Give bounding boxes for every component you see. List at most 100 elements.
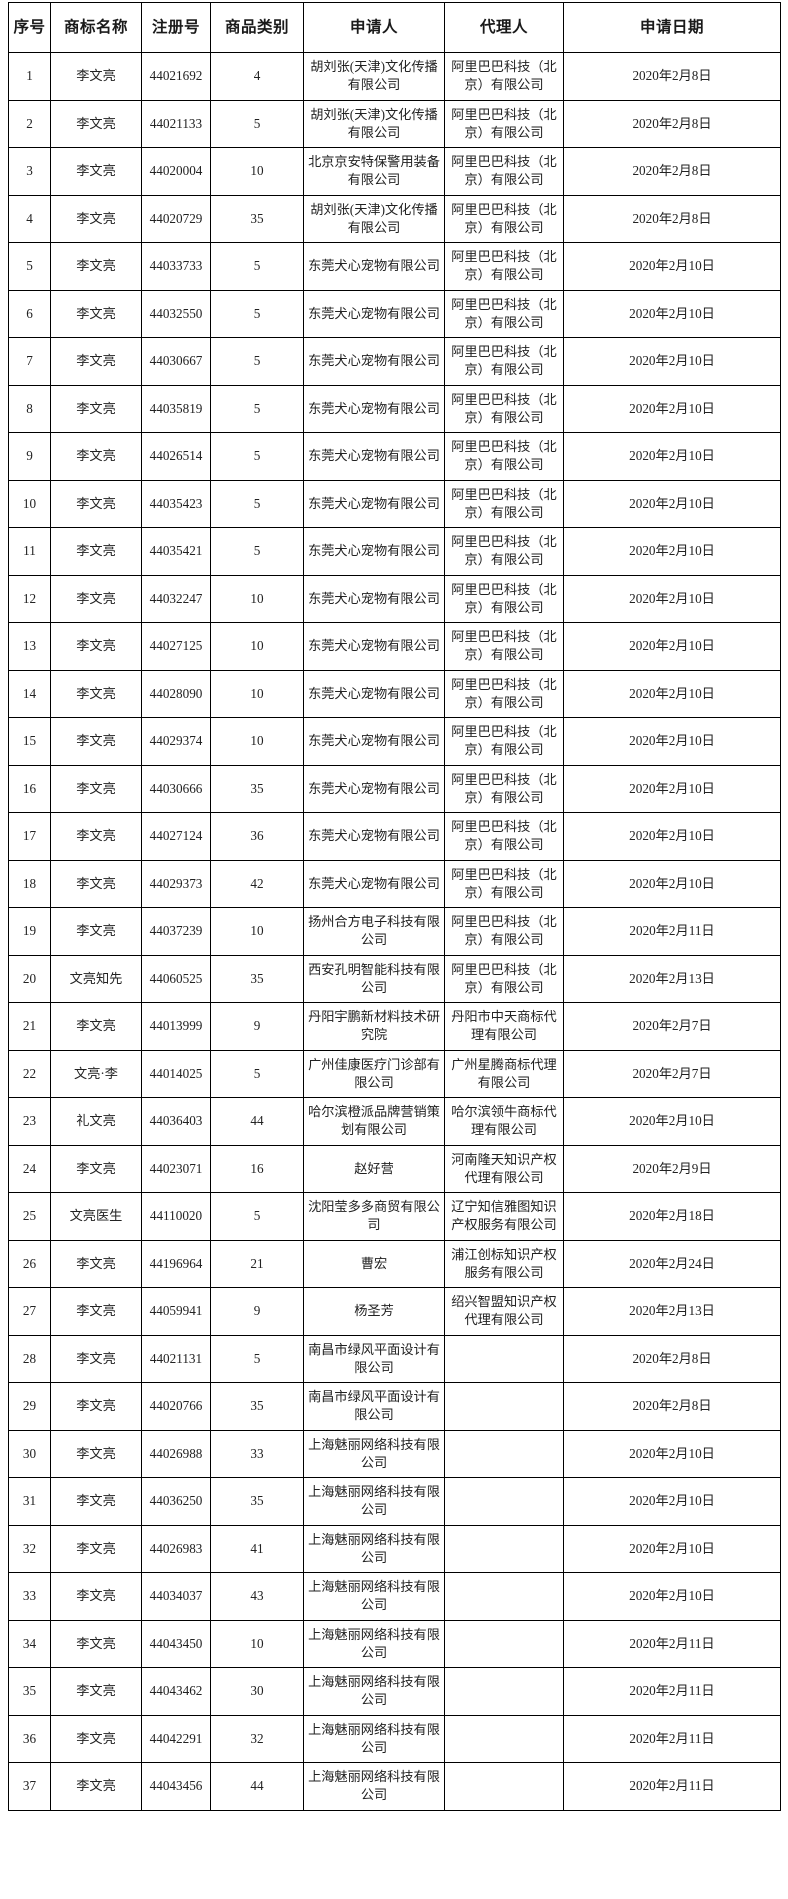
table-row: 24 李文亮 44023071 16 赵好营 河南隆天知识产权代理有限公司 2020年2月9… — [8, 1144, 781, 1193]
cell-index: 11 — [8, 527, 51, 576]
cell-applicant: 上海魅丽网络科技有限公司 — [303, 1524, 445, 1573]
cell-mark: 李文亮 — [50, 1002, 142, 1051]
cell-mark: 李文亮 — [50, 859, 142, 908]
table-row: 36 李文亮 44042291 32 上海魅丽网络科技有限公司 2020年2月11日 — [8, 1714, 781, 1763]
cell-regno: 44023071 — [141, 1144, 211, 1193]
column-header-mark: 商标名称 — [50, 2, 142, 53]
cell-date: 2020年2月10日 — [563, 764, 781, 813]
cell-regno: 44035421 — [141, 527, 211, 576]
cell-index: 10 — [8, 479, 51, 528]
cell-date: 2020年2月10日 — [563, 1429, 781, 1478]
table-row: 11 李文亮 44035421 5 东莞犬心宠物有限公司 阿里巴巴科技（北京）有限公司 20… — [8, 527, 781, 576]
table-row: 1 李文亮 44021692 4 胡刘张(天津)文化传播有限公司 阿里巴巴科技（北京）有限… — [8, 52, 781, 101]
cell-mark: 李文亮 — [50, 764, 142, 813]
cell-agent — [444, 1334, 564, 1383]
cell-class: 30 — [210, 1667, 304, 1716]
cell-index: 25 — [8, 1192, 51, 1241]
cell-applicant: 上海魅丽网络科技有限公司 — [303, 1714, 445, 1763]
cell-regno: 44028090 — [141, 669, 211, 718]
cell-agent: 阿里巴巴科技（北京）有限公司 — [444, 432, 564, 481]
cell-regno: 44026988 — [141, 1429, 211, 1478]
cell-agent — [444, 1762, 564, 1811]
cell-regno: 44029373 — [141, 859, 211, 908]
cell-mark: 李文亮 — [50, 384, 142, 433]
cell-applicant: 哈尔滨橙派品牌营销策划有限公司 — [303, 1097, 445, 1146]
cell-date: 2020年2月10日 — [563, 1524, 781, 1573]
cell-date: 2020年2月13日 — [563, 1287, 781, 1336]
cell-mark: 李文亮 — [50, 1144, 142, 1193]
cell-agent — [444, 1524, 564, 1573]
cell-applicant: 扬州合方电子科技有限公司 — [303, 907, 445, 956]
cell-class: 43 — [210, 1572, 304, 1621]
cell-date: 2020年2月8日 — [563, 1334, 781, 1383]
table-row: 34 李文亮 44043450 10 上海魅丽网络科技有限公司 2020年2月11日 — [8, 1619, 781, 1668]
cell-index: 14 — [8, 669, 51, 718]
cell-applicant: 东莞犬心宠物有限公司 — [303, 337, 445, 386]
cell-index: 22 — [8, 1049, 51, 1098]
table-row: 16 李文亮 44030666 35 东莞犬心宠物有限公司 阿里巴巴科技（北京）有限公司 2… — [8, 764, 781, 813]
cell-date: 2020年2月11日 — [563, 1762, 781, 1811]
cell-date: 2020年2月10日 — [563, 384, 781, 433]
table-row: 15 李文亮 44029374 10 东莞犬心宠物有限公司 阿里巴巴科技（北京）有限公司 2… — [8, 717, 781, 766]
cell-regno: 44035423 — [141, 479, 211, 528]
cell-class: 21 — [210, 1239, 304, 1288]
cell-index: 18 — [8, 859, 51, 908]
table-row: 6 李文亮 44032550 5 东莞犬心宠物有限公司 阿里巴巴科技（北京）有限公司 202… — [8, 289, 781, 338]
cell-regno: 44059941 — [141, 1287, 211, 1336]
cell-class: 5 — [210, 1049, 304, 1098]
table-row: 21 李文亮 44013999 9 丹阳宇鹏新材料技术研究院 丹阳市中天商标代理有限公司 2… — [8, 1002, 781, 1051]
cell-date: 2020年2月10日 — [563, 242, 781, 291]
cell-regno: 44029374 — [141, 717, 211, 766]
cell-class: 44 — [210, 1762, 304, 1811]
cell-agent: 阿里巴巴科技（北京）有限公司 — [444, 52, 564, 101]
column-header-agent: 代理人 — [444, 2, 564, 53]
cell-index: 8 — [8, 384, 51, 433]
table-row: 35 李文亮 44043462 30 上海魅丽网络科技有限公司 2020年2月11日 — [8, 1667, 781, 1716]
cell-index: 17 — [8, 812, 51, 861]
cell-applicant: 南昌市绿风平面设计有限公司 — [303, 1382, 445, 1431]
table-row: 2 李文亮 44021133 5 胡刘张(天津)文化传播有限公司 阿里巴巴科技（北京）有限… — [8, 99, 781, 148]
cell-agent: 阿里巴巴科技（北京）有限公司 — [444, 479, 564, 528]
cell-class: 10 — [210, 574, 304, 623]
cell-class: 9 — [210, 1002, 304, 1051]
cell-agent — [444, 1477, 564, 1526]
cell-agent: 阿里巴巴科技（北京）有限公司 — [444, 242, 564, 291]
cell-applicant: 东莞犬心宠物有限公司 — [303, 479, 445, 528]
cell-date: 2020年2月10日 — [563, 289, 781, 338]
cell-regno: 44043450 — [141, 1619, 211, 1668]
cell-agent — [444, 1572, 564, 1621]
cell-regno: 44026514 — [141, 432, 211, 481]
cell-applicant: 东莞犬心宠物有限公司 — [303, 384, 445, 433]
cell-mark: 李文亮 — [50, 1619, 142, 1668]
cell-applicant: 东莞犬心宠物有限公司 — [303, 289, 445, 338]
cell-applicant: 东莞犬心宠物有限公司 — [303, 764, 445, 813]
cell-class: 4 — [210, 52, 304, 101]
cell-regno: 44020729 — [141, 194, 211, 243]
cell-agent: 河南隆天知识产权代理有限公司 — [444, 1144, 564, 1193]
table-row: 5 李文亮 44033733 5 东莞犬心宠物有限公司 阿里巴巴科技（北京）有限公司 202… — [8, 242, 781, 291]
cell-regno: 44032550 — [141, 289, 211, 338]
cell-index: 30 — [8, 1429, 51, 1478]
cell-date: 2020年2月13日 — [563, 954, 781, 1003]
cell-index: 5 — [8, 242, 51, 291]
cell-regno: 44035819 — [141, 384, 211, 433]
table-row: 31 李文亮 44036250 35 上海魅丽网络科技有限公司 2020年2月10日 — [8, 1477, 781, 1526]
cell-mark: 李文亮 — [50, 289, 142, 338]
cell-agent: 阿里巴巴科技（北京）有限公司 — [444, 859, 564, 908]
cell-mark: 李文亮 — [50, 1287, 142, 1336]
cell-class: 44 — [210, 1097, 304, 1146]
cell-regno: 44021692 — [141, 52, 211, 101]
cell-agent: 阿里巴巴科技（北京）有限公司 — [444, 289, 564, 338]
cell-agent: 丹阳市中天商标代理有限公司 — [444, 1002, 564, 1051]
cell-agent: 阿里巴巴科技（北京）有限公司 — [444, 812, 564, 861]
cell-index: 31 — [8, 1477, 51, 1526]
cell-regno: 44020766 — [141, 1382, 211, 1431]
cell-class: 5 — [210, 289, 304, 338]
cell-date: 2020年2月8日 — [563, 147, 781, 196]
cell-class: 5 — [210, 1334, 304, 1383]
cell-applicant: 西安孔明智能科技有限公司 — [303, 954, 445, 1003]
cell-index: 1 — [8, 52, 51, 101]
cell-agent: 哈尔滨领牛商标代理有限公司 — [444, 1097, 564, 1146]
table-row: 28 李文亮 44021131 5 南昌市绿风平面设计有限公司 2020年2月8日 — [8, 1334, 781, 1383]
cell-mark: 李文亮 — [50, 1667, 142, 1716]
